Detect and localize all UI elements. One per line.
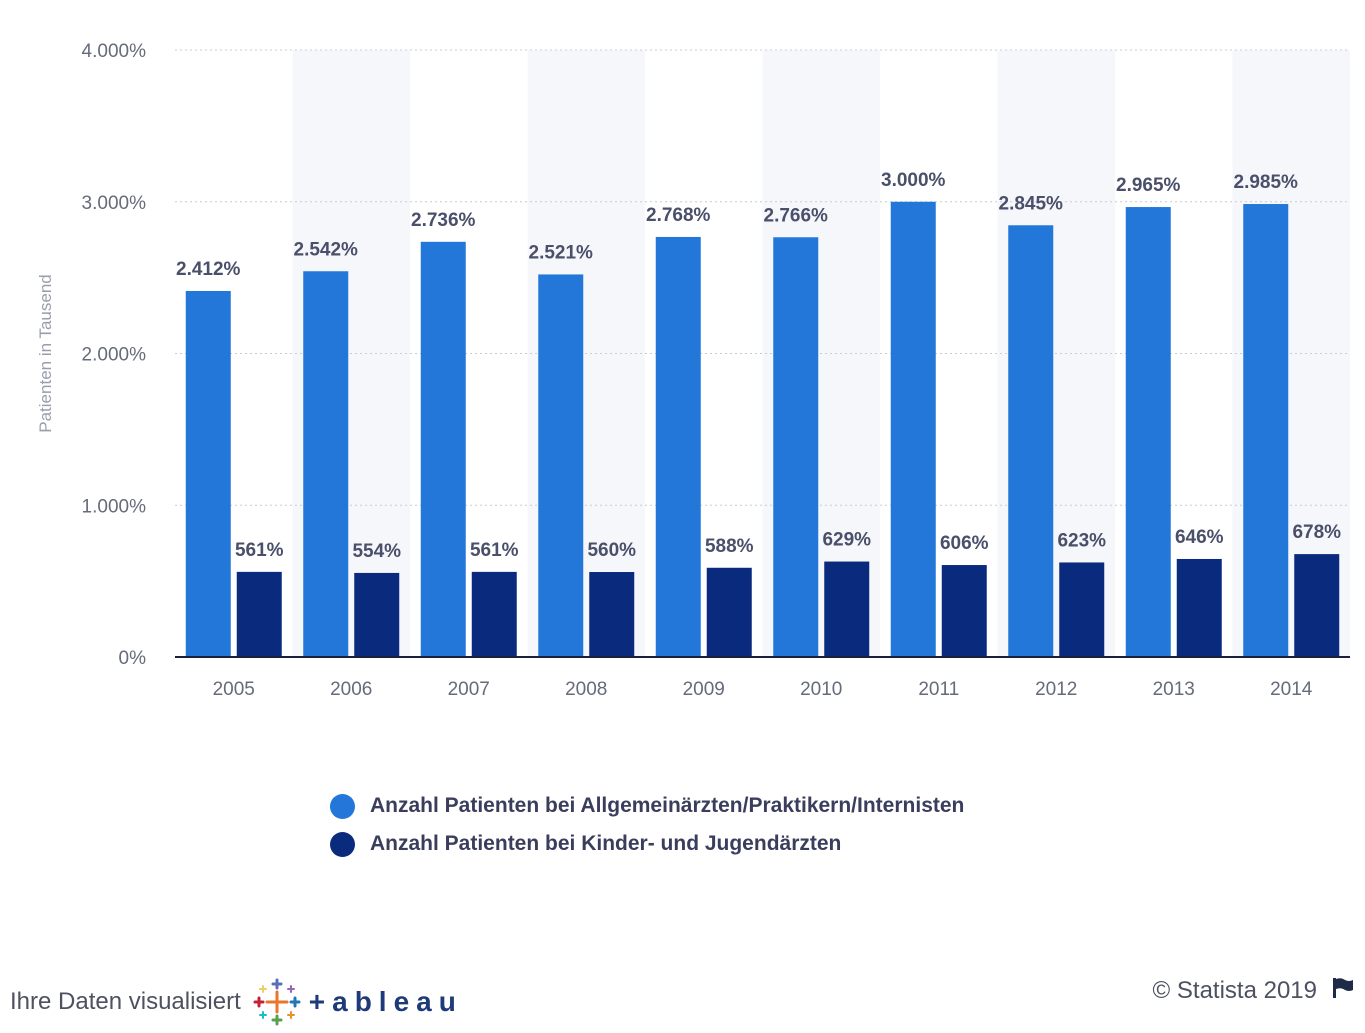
x-tick-label: 2009: [683, 679, 725, 700]
copyright-text: © Statista 2019: [1152, 976, 1317, 1004]
bar-allgemein: [890, 201, 936, 657]
bar-kinder: [354, 572, 400, 657]
data-label-allgemein: 2.845%: [999, 193, 1064, 214]
visualized-text: Ihre Daten visualisiert: [10, 988, 241, 1015]
legend-label-kinder: Anzahl Patienten bei Kinder- und Jugendä…: [370, 832, 842, 855]
legend-marker-kinder: [330, 831, 355, 857]
bar-allgemein: [1243, 204, 1289, 657]
x-tick-label: 2010: [800, 679, 842, 700]
bar-allgemein: [1125, 207, 1171, 657]
x-tick-label: 2014: [1270, 679, 1313, 700]
legend-label-allgemein: Anzahl Patienten bei Allgemeinärzten/Pra…: [370, 794, 965, 817]
tableau-logo[interactable]: +ableau: [253, 978, 463, 1026]
bar-kinder: [941, 565, 987, 657]
data-label-kinder: 646%: [1175, 527, 1224, 548]
y-tick-label: 4.000%: [82, 41, 147, 62]
x-tick-label: 2013: [1153, 679, 1195, 700]
x-tick-label: 2006: [330, 679, 372, 700]
bar-kinder: [706, 567, 752, 657]
data-label-kinder: 678%: [1292, 522, 1341, 543]
data-label-allgemein: 2.768%: [646, 205, 711, 226]
bar-allgemein: [303, 271, 349, 657]
legend-item-allgemein[interactable]: Anzahl Patienten bei Allgemeinärzten/Pra…: [330, 787, 964, 825]
bar-kinder: [236, 571, 282, 657]
legend: Anzahl Patienten bei Allgemeinärzten/Pra…: [330, 787, 964, 863]
bar-kinder: [589, 572, 635, 657]
bar-kinder: [1176, 558, 1222, 657]
bar-kinder: [471, 571, 517, 657]
y-tick-label: 3.000%: [82, 193, 147, 214]
x-tick-label: 2007: [448, 679, 490, 700]
flag-icon[interactable]: [1331, 976, 1355, 1005]
y-tick-label: 2.000%: [82, 345, 147, 366]
bar-kinder: [824, 561, 870, 657]
data-label-allgemein: 2.412%: [176, 259, 241, 280]
data-label-kinder: 606%: [940, 533, 989, 554]
data-label-allgemein: 2.521%: [529, 242, 594, 263]
bar-allgemein: [420, 241, 466, 657]
footer-attribution: Ihre Daten visualisiert: [10, 978, 463, 1026]
data-label-allgemein: 2.766%: [764, 205, 829, 226]
bar-chart: 0% 1.000% 2.000% 3.000% 4.000% Patienten in T…: [36, 41, 1350, 700]
data-label-kinder: 623%: [1057, 530, 1106, 551]
tableau-wordmark: +ableau: [308, 986, 463, 1017]
legend-marker-allgemein: [330, 793, 355, 819]
data-label-allgemein: 2.736%: [411, 210, 476, 231]
x-tick-label: 2008: [565, 679, 607, 700]
bar-allgemein: [538, 274, 584, 657]
x-tick-label: 2011: [918, 679, 959, 700]
legend-item-kinder[interactable]: Anzahl Patienten bei Kinder- und Jugendä…: [330, 825, 964, 863]
y-axis-label: Patienten in Tausend: [36, 274, 55, 432]
bar-allgemein: [655, 236, 701, 657]
bar-allgemein: [773, 237, 819, 657]
data-label-kinder: 560%: [587, 540, 636, 561]
tableau-logo-icon: [253, 978, 301, 1026]
y-tick-label: 1.000%: [82, 496, 147, 517]
data-label-kinder: 629%: [822, 530, 871, 551]
data-label-kinder: 554%: [352, 541, 401, 562]
bar-allgemein: [185, 290, 231, 657]
data-label-kinder: 588%: [705, 536, 754, 557]
data-label-allgemein: 2.965%: [1116, 175, 1181, 196]
data-label-allgemein: 3.000%: [881, 170, 946, 191]
data-label-allgemein: 2.542%: [294, 239, 359, 260]
bar-kinder: [1059, 562, 1105, 657]
data-label-kinder: 561%: [470, 540, 519, 561]
data-label-allgemein: 2.985%: [1234, 172, 1299, 193]
footer-copyright: © Statista 2019: [1153, 976, 1355, 1005]
bar-kinder: [1294, 554, 1340, 657]
y-tick-label: 0%: [119, 648, 147, 669]
bar-allgemein: [1008, 225, 1054, 658]
x-tick-label: 2005: [213, 679, 255, 700]
data-label-kinder: 561%: [235, 540, 284, 561]
x-tick-label: 2012: [1035, 679, 1077, 700]
